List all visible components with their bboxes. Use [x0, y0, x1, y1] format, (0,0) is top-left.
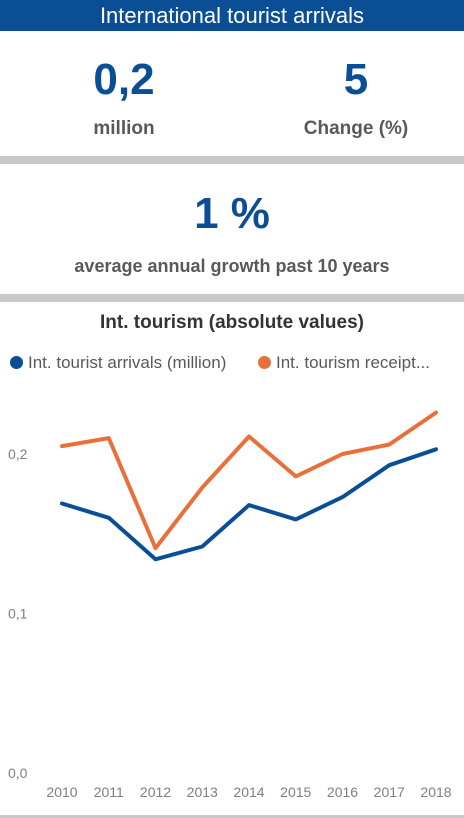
- x-tick-label-2014: 2014: [233, 784, 264, 800]
- x-tick-label-2015: 2015: [280, 784, 311, 800]
- series-line-arrivals: [60, 447, 438, 562]
- bottom-divider: [0, 815, 464, 818]
- chart-legend: Int. tourist arrivals (million) Int. tou…: [10, 350, 460, 376]
- x-tick-label-2012: 2012: [140, 784, 171, 800]
- x-tick-label-2013: 2013: [187, 784, 218, 800]
- x-tick-label-2017: 2017: [374, 784, 405, 800]
- kpi-change-value: 5: [343, 55, 369, 104]
- divider-2: [0, 294, 464, 302]
- kpi-arrivals-value: 0,2: [93, 55, 155, 104]
- series-line-receipts: [60, 410, 438, 551]
- divider-1: [0, 156, 464, 164]
- y-tick-label-1: 0,1: [8, 606, 28, 622]
- legend-dot-receipts-icon: [258, 356, 271, 369]
- kpi-arrivals-label: million: [93, 118, 155, 139]
- growth-card: 1 % average annual growth past 10 years: [0, 164, 464, 294]
- legend-label-arrivals: Int. tourist arrivals (million): [28, 353, 227, 372]
- x-tick-label-2010: 2010: [46, 784, 77, 800]
- header-bar: International tourist arrivals: [0, 0, 464, 31]
- legend-dot-arrivals-icon: [10, 356, 23, 369]
- legend-label-receipts: Int. tourism receipt...: [276, 353, 430, 372]
- legend-item-arrivals[interactable]: Int. tourist arrivals (million): [10, 350, 255, 376]
- legend-item-receipts[interactable]: Int. tourism receipt...: [258, 350, 460, 376]
- growth-value: 1 %: [194, 189, 270, 238]
- y-tick-label-0: 0,0: [8, 765, 28, 781]
- y-tick-label-2: 0,2: [8, 446, 28, 462]
- growth-label: average annual growth past 10 years: [74, 256, 390, 276]
- chart-title: Int. tourism (absolute values): [100, 312, 364, 333]
- line-chart: 0,0 0,1 0,2 2010 2011 2012 2013 2014 2015 2016 201…: [8, 410, 452, 800]
- header-title: International tourist arrivals: [99, 3, 365, 28]
- x-tick-label-2016: 2016: [327, 784, 358, 800]
- x-tick-label-2011: 2011: [94, 784, 124, 800]
- kpi-row: 0,2 million 5 Change (%): [0, 31, 464, 156]
- kpi-change-label: Change (%): [303, 118, 409, 139]
- x-tick-label-2018: 2018: [420, 784, 451, 800]
